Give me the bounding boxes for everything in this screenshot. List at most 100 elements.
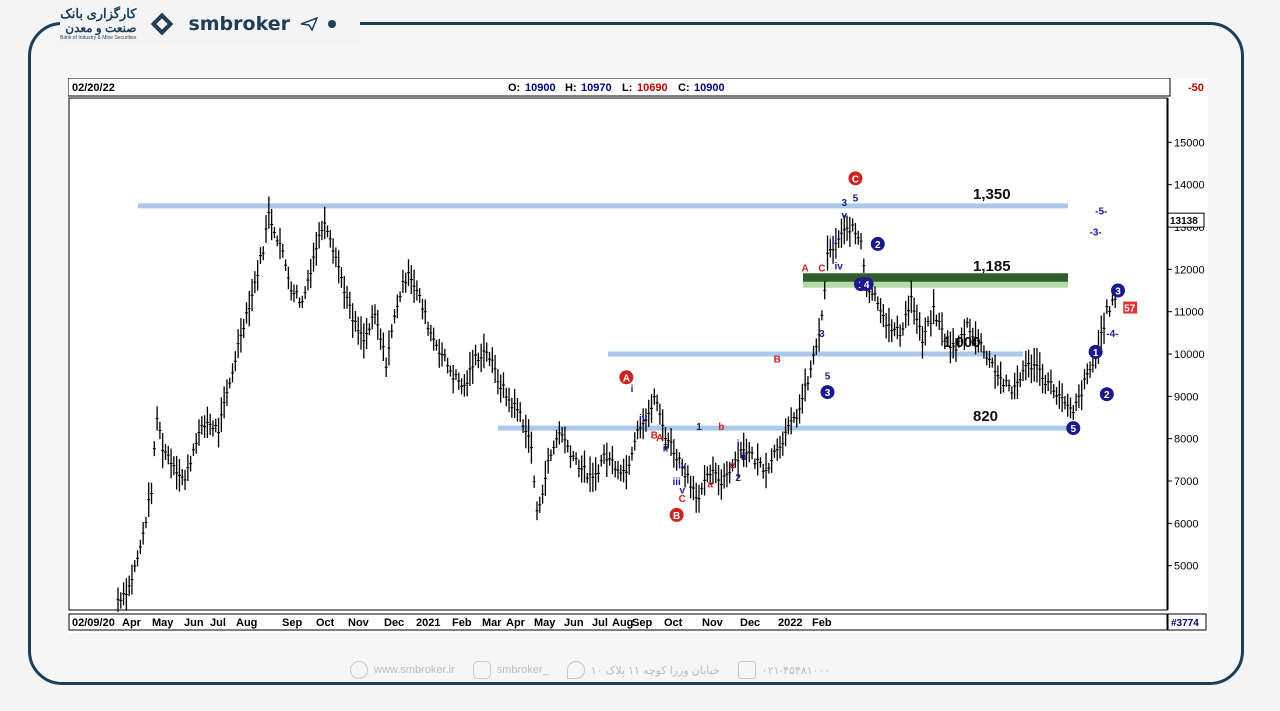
wave-label: C xyxy=(818,263,825,274)
wave-marker xyxy=(859,277,874,292)
wave-label: A xyxy=(656,433,663,444)
wave-label: 2 xyxy=(735,473,741,484)
bar-count-label: #3774 xyxy=(1171,618,1199,629)
wave-label: i xyxy=(631,384,634,395)
wave-marker xyxy=(1099,387,1114,402)
wave-marker xyxy=(1111,283,1125,298)
instagram-text: smbroker_ xyxy=(496,664,549,676)
last-price-label: 13138 xyxy=(1170,216,1198,227)
wave-label: iv xyxy=(678,460,687,471)
instagram-icon xyxy=(472,661,491,679)
website-text: www.smbroker.ir xyxy=(374,664,455,676)
logo-text-fa-2: صنعت و معدن xyxy=(65,21,137,35)
last-price-box xyxy=(1167,212,1205,228)
wave-label: 3 xyxy=(819,329,825,340)
globe-icon xyxy=(350,661,368,679)
level-label: 1,000 xyxy=(943,334,981,351)
wave-label: c xyxy=(730,460,736,471)
wave-label: -5- xyxy=(1095,206,1107,217)
x-tick-label: Nov xyxy=(702,617,724,629)
x-tick-label: Mar xyxy=(482,617,502,629)
footer-instagram[interactable]: smbroker_ xyxy=(472,661,549,679)
wave-label: iv xyxy=(834,261,843,272)
wave-marker xyxy=(848,171,863,186)
y-tick-label: 6000 xyxy=(1174,518,1198,530)
x-tick-label: Jul xyxy=(210,617,226,629)
y-tick-label: 12000 xyxy=(1174,264,1205,276)
y-tick-label: 15000 xyxy=(1174,137,1205,149)
phone-text: ۰۲۱-۴۵۴۸۱۰۰۰ xyxy=(761,664,831,677)
x-tick-label: Feb xyxy=(812,617,832,629)
x-tick-label: Apr xyxy=(122,617,142,629)
footer: www.smbroker.ir smbroker_ خیابان وزرا کو… xyxy=(350,658,970,682)
x-tick-label: Sep xyxy=(282,617,302,629)
wave-label: ii xyxy=(741,452,747,463)
y-tick-label: 10000 xyxy=(1174,349,1205,361)
wave-marker xyxy=(820,385,835,400)
y-tick-label: 14000 xyxy=(1174,180,1205,192)
wave-label: -4- xyxy=(1106,329,1118,340)
x-tick-label: Dec xyxy=(740,617,760,629)
high-label: H: xyxy=(565,82,577,94)
logo-text-en: Bank of Industry & Mine Securities xyxy=(60,35,137,41)
x-start-label: 02/09/20 xyxy=(72,617,115,629)
y-tick-label: 11000 xyxy=(1174,307,1204,319)
wave-label: iv xyxy=(639,414,648,425)
wave-label: 5 xyxy=(853,194,859,205)
wave-label: iii xyxy=(672,477,681,488)
x-tick-label: Oct xyxy=(316,617,335,629)
brand-name: smbroker xyxy=(188,13,290,35)
location-pin-icon xyxy=(566,661,585,679)
x-tick-label: May xyxy=(534,617,556,629)
wave-label: 1 xyxy=(696,422,702,433)
level-label: 1,185 xyxy=(973,258,1011,275)
phone-icon xyxy=(737,661,756,679)
wave-label: B xyxy=(673,511,680,522)
y-tick-label: 9000 xyxy=(1174,391,1198,403)
pti-box xyxy=(1123,301,1138,314)
wave-label: i xyxy=(737,439,740,450)
x-tick-label: Jul xyxy=(592,617,608,629)
wave-label: 3 xyxy=(841,198,847,209)
chart-area: 02/20/22 O: 10900 H: 10970 L: 10690 C: 1… xyxy=(67,77,1208,633)
footer-website[interactable]: www.smbroker.ir xyxy=(350,661,455,679)
price-chart: 02/20/22 O: 10900 H: 10970 L: 10690 C: 1… xyxy=(67,77,1208,633)
wave-label: A xyxy=(802,263,809,274)
wave-label: iii xyxy=(829,236,838,247)
wave-marker xyxy=(619,370,634,385)
open-value: 10900 xyxy=(525,82,556,94)
wave-label: C xyxy=(852,174,859,185)
close-value: 10900 xyxy=(694,82,725,94)
wave-marker xyxy=(1088,344,1103,359)
pti-label: 57 PTI xyxy=(1124,304,1154,315)
wave-label: 1 xyxy=(1093,348,1099,359)
wave-label: a xyxy=(707,479,713,490)
wave-marker xyxy=(870,236,885,251)
wave-label: 2 xyxy=(875,240,881,251)
wave-label: 3 xyxy=(1115,287,1121,298)
wave-label: 3 xyxy=(825,388,831,399)
open-label: O: xyxy=(508,82,520,94)
x-tick-label: 2022 xyxy=(778,617,802,629)
x-tick-label: Oct xyxy=(664,617,683,629)
wave-marker xyxy=(1066,421,1081,436)
low-value: 10690 xyxy=(637,82,668,94)
wave-label: v xyxy=(841,211,847,222)
low-label: L: xyxy=(622,82,632,94)
wave-label: -3- xyxy=(1090,227,1102,238)
wave-label: B xyxy=(651,431,658,442)
wave-marker xyxy=(669,507,684,522)
wave-label: C xyxy=(679,494,686,505)
x-tick-label: Sep xyxy=(632,617,652,629)
footer-phone[interactable]: ۰۲۱-۴۵۴۸۱۰۰۰ xyxy=(737,661,831,679)
wave-label: 5 xyxy=(1071,424,1077,435)
x-tick-label: May xyxy=(152,617,174,629)
y-tick-label: 7000 xyxy=(1174,476,1198,488)
header-date: 02/20/22 xyxy=(72,82,115,94)
x-tick-label: Jun xyxy=(184,617,204,629)
logo-mark-icon xyxy=(151,12,174,36)
brand-bar: کارگزاری بانک صنعت و معدن Bank of Indust… xyxy=(60,4,360,44)
y-tick-label: 8000 xyxy=(1174,434,1198,446)
level-label: 820 xyxy=(973,408,998,425)
brokerage-logo: کارگزاری بانک صنعت و معدن Bank of Indust… xyxy=(60,7,136,41)
